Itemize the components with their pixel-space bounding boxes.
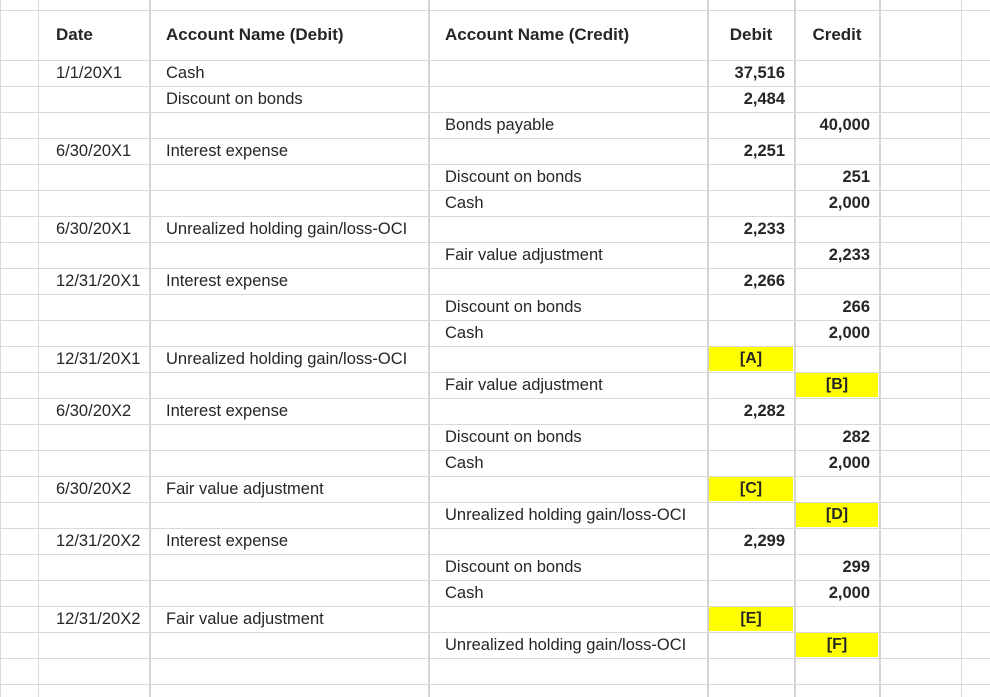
grid-column-line: [428, 0, 430, 697]
grid-row-line: [0, 138, 990, 139]
grid-row-line: [0, 658, 990, 659]
credit-account-name: Cash: [445, 324, 484, 342]
debit-account-name: Interest expense: [166, 272, 288, 290]
debit-amount: 2,299: [743, 532, 785, 550]
credit-amount: 2,000: [828, 324, 870, 342]
debit-amount: 37,516: [734, 64, 785, 82]
debit-account-name: Discount on bonds: [166, 90, 303, 108]
grid-row-line: [0, 476, 990, 477]
grid-column-line: [707, 0, 709, 697]
entry-date: 1/1/20X1: [56, 64, 123, 82]
entry-date: 12/31/20X1: [56, 350, 141, 368]
credit-account-name: Discount on bonds: [445, 558, 582, 576]
debit-header: Debit: [729, 25, 773, 44]
debit-account-name: Interest expense: [166, 402, 288, 420]
debit-amount: 2,484: [743, 90, 785, 108]
grid-row-line: [0, 60, 990, 61]
placeholder-answer-cell: [C]: [709, 477, 793, 501]
credit-amount: 2,000: [828, 454, 870, 472]
placeholder-answer-cell: [B]: [796, 373, 878, 397]
credit-amount: 2,233: [828, 246, 870, 264]
credit-amount: 299: [842, 558, 870, 576]
grid-row-line: [0, 502, 990, 503]
credit-account-name: Cash: [445, 454, 484, 472]
credit-account-name: Discount on bonds: [445, 298, 582, 316]
grid-row-line: [0, 554, 990, 555]
grid-row-line: [0, 112, 990, 113]
entry-date: 6/30/20X2: [56, 402, 132, 420]
grid-row-line: [0, 398, 990, 399]
credit-account-name: Discount on bonds: [445, 168, 582, 186]
debit-amount: 2,266: [743, 272, 785, 290]
grid-row-line: [0, 242, 990, 243]
grid-row-line: [0, 632, 990, 633]
debit-account-name: Unrealized holding gain/loss-OCI: [166, 220, 408, 238]
grid-row-line: [0, 424, 990, 425]
debit-amount: 2,251: [743, 142, 785, 160]
grid-column-line: [794, 0, 796, 697]
placeholder-answer-cell: [A]: [709, 347, 793, 371]
credit-amount: 40,000: [819, 116, 870, 134]
grid-row-line: [0, 10, 990, 11]
debit-account-name: Unrealized holding gain/loss-OCI: [166, 350, 408, 368]
debit-account-name: Cash: [166, 64, 205, 82]
credit-account-name: Unrealized holding gain/loss-OCI: [445, 636, 687, 654]
grid-row-line: [0, 320, 990, 321]
debit-account-name: Fair value adjustment: [166, 610, 324, 628]
debit-account-name: Interest expense: [166, 142, 288, 160]
grid-column-line: [0, 0, 1, 697]
credit-amount: 282: [842, 428, 870, 446]
grid-row-line: [0, 684, 990, 685]
placeholder-answer-cell: [E]: [709, 607, 793, 631]
entry-date: 12/31/20X2: [56, 532, 141, 550]
date-header: Date: [56, 25, 93, 44]
entry-date: 12/31/20X2: [56, 610, 141, 628]
entry-date: 6/30/20X1: [56, 142, 132, 160]
entry-date: 12/31/20X1: [56, 272, 141, 290]
entry-date: 6/30/20X2: [56, 480, 132, 498]
grid-row-line: [0, 372, 990, 373]
credit-account-header: Account Name (Credit): [445, 25, 630, 44]
credit-amount: 2,000: [828, 194, 870, 212]
debit-account-name: Interest expense: [166, 532, 288, 550]
grid-row-line: [0, 580, 990, 581]
grid-row-line: [0, 216, 990, 217]
credit-amount: 251: [842, 168, 870, 186]
credit-account-name: Cash: [445, 584, 484, 602]
credit-amount: 2,000: [828, 584, 870, 602]
credit-account-name: Fair value adjustment: [445, 376, 603, 394]
grid-column-line: [38, 0, 39, 697]
debit-account-header: Account Name (Debit): [166, 25, 344, 44]
credit-header: Credit: [812, 25, 862, 44]
placeholder-answer-cell: [F]: [796, 633, 878, 657]
grid-row-line: [0, 528, 990, 529]
debit-account-name: Fair value adjustment: [166, 480, 324, 498]
grid-column-line: [149, 0, 151, 697]
grid-row-line: [0, 450, 990, 451]
credit-account-name: Bonds payable: [445, 116, 555, 134]
grid-row-line: [0, 86, 990, 87]
debit-amount: 2,282: [743, 402, 785, 420]
grid-column-line: [879, 0, 881, 697]
debit-amount: 2,233: [743, 220, 785, 238]
credit-account-name: Fair value adjustment: [445, 246, 603, 264]
credit-amount: 266: [842, 298, 870, 316]
grid-row-line: [0, 268, 990, 269]
grid-column-line: [961, 0, 962, 697]
grid-row-line: [0, 346, 990, 347]
grid-row-line: [0, 190, 990, 191]
credit-account-name: Unrealized holding gain/loss-OCI: [445, 506, 687, 524]
placeholder-answer-cell: [D]: [796, 503, 878, 527]
credit-account-name: Discount on bonds: [445, 428, 582, 446]
credit-account-name: Cash: [445, 194, 484, 212]
grid-row-line: [0, 606, 990, 607]
grid-row-line: [0, 294, 990, 295]
grid-row-line: [0, 164, 990, 165]
entry-date: 6/30/20X1: [56, 220, 132, 238]
